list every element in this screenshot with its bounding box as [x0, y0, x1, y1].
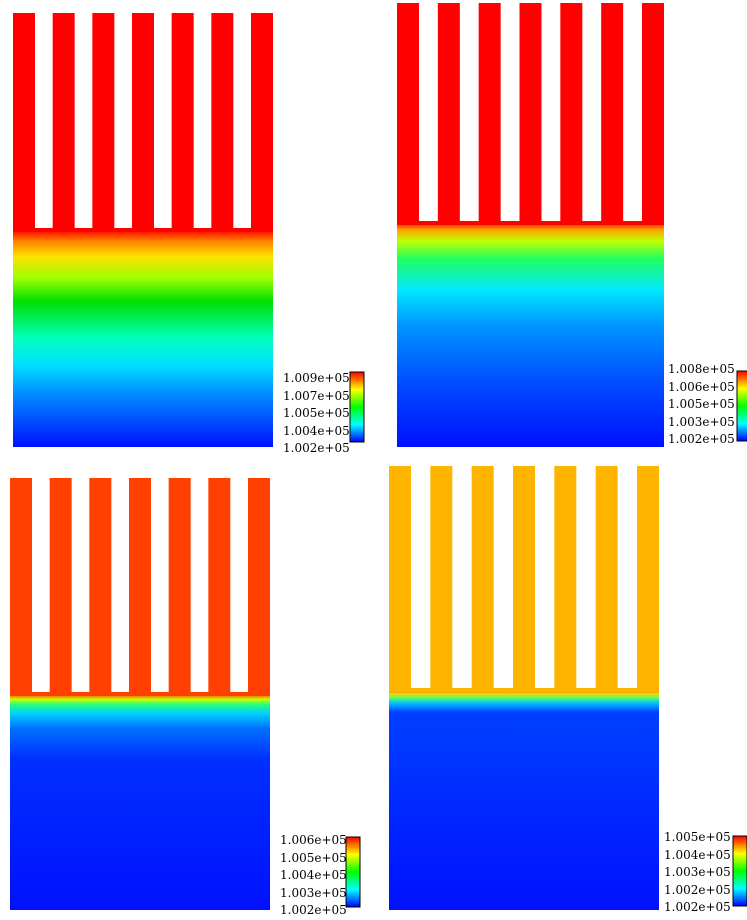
pressure-field-d	[389, 690, 659, 910]
channel-b-7	[642, 3, 664, 224]
colorbar-label: 1.002e+05	[664, 882, 731, 897]
contour-plot-a	[13, 13, 273, 447]
manifold-strip-c	[10, 692, 270, 696]
channel-c-2	[49, 478, 72, 695]
panel-c: 1.006e+05 1.005e+05 1.004e+05 1.003e+05 …	[0, 458, 373, 917]
channel-a-5	[171, 13, 194, 231]
colorbar-gradient	[732, 835, 747, 907]
channel-b-6	[601, 3, 624, 224]
pressure-field-a	[13, 230, 273, 447]
colorbar-a	[349, 371, 365, 443]
colorbar-gradient	[736, 370, 747, 442]
pressure-field-c	[10, 694, 270, 910]
panel-d: 1.005e+05 1.004e+05 1.003e+05 1.002e+05 …	[373, 458, 747, 916]
colorbar-label: 1.004e+05	[283, 423, 350, 438]
colorbar-label: 1.007e+05	[283, 388, 350, 403]
channel-a-7	[251, 13, 273, 231]
channel-b-4	[519, 3, 542, 224]
colorbar-gradient	[349, 371, 365, 443]
channel-d-3	[471, 466, 494, 691]
channel-d-4	[513, 466, 535, 691]
panel-a: 1.009e+05 1.007e+05 1.005e+05 1.004e+05 …	[0, 0, 373, 458]
colorbar-b	[736, 370, 747, 442]
colorbar-label: 1.002e+05	[668, 432, 735, 446]
colorbar-label: 1.002e+05	[280, 903, 347, 917]
channel-d-1	[389, 466, 411, 691]
colorbar-label: 1.003e+05	[668, 414, 735, 429]
manifold-strip-b	[397, 221, 664, 225]
channel-d-2	[430, 466, 453, 691]
channel-c-4	[129, 478, 151, 695]
channel-c-7	[248, 478, 270, 695]
channel-a-6	[211, 13, 234, 231]
channel-b-1	[397, 3, 419, 224]
manifold-strip-a	[13, 228, 273, 232]
colorbar-label: 1.006e+05	[668, 379, 735, 394]
channel-d-6	[595, 466, 618, 691]
channel-d-5	[554, 466, 577, 691]
channel-a-3	[92, 13, 115, 231]
contour-plot-c	[10, 478, 270, 910]
colorbar-label: 1.002e+05	[283, 441, 350, 455]
channel-b-5	[560, 3, 583, 224]
panel-b: 1.008e+05 1.006e+05 1.005e+05 1.003e+05 …	[373, 0, 747, 458]
channel-d-7	[637, 466, 659, 691]
contour-plot-b	[397, 3, 664, 447]
colorbar-label: 1.005e+05	[668, 397, 735, 411]
colorbar-c	[345, 836, 361, 908]
colorbar-label: 1.003e+05	[664, 865, 731, 879]
colorbar-label: 1.005e+05	[664, 830, 731, 844]
channel-c-6	[208, 478, 231, 695]
colorbar-labels-c: 1.006e+05 1.005e+05 1.004e+05 1.003e+05 …	[280, 832, 347, 920]
colorbar-labels-a: 1.009e+05 1.007e+05 1.005e+05 1.004e+05 …	[283, 370, 350, 458]
channel-c-3	[89, 478, 112, 695]
channel-c-1	[10, 478, 32, 695]
colorbar-label: 1.003e+05	[280, 885, 347, 900]
colorbar-label: 1.005e+05	[280, 850, 347, 865]
manifold-strip-d	[389, 688, 659, 692]
colorbar-labels-b: 1.008e+05 1.006e+05 1.005e+05 1.003e+05 …	[668, 361, 735, 449]
channel-b-3	[478, 3, 501, 224]
contour-plot-d	[389, 466, 659, 910]
channel-a-2	[52, 13, 75, 231]
colorbar-label: 1.004e+05	[280, 868, 347, 882]
pressure-field-b	[397, 223, 664, 447]
colorbar-label: 1.006e+05	[280, 833, 347, 847]
colorbar-label: 1.005e+05	[283, 406, 350, 420]
colorbar-label: 1.004e+05	[664, 847, 731, 862]
colorbar-label: 1.009e+05	[283, 371, 350, 385]
colorbar-d	[732, 835, 747, 907]
channel-a-4	[132, 13, 154, 231]
channel-b-2	[437, 3, 460, 224]
colorbar-label: 1.008e+05	[668, 362, 735, 376]
channel-c-5	[168, 478, 191, 695]
colorbar-gradient	[345, 836, 361, 908]
colorbar-label: 1.002e+05	[664, 900, 731, 914]
colorbar-labels-d: 1.005e+05 1.004e+05 1.003e+05 1.002e+05 …	[664, 829, 731, 917]
channel-a-1	[13, 13, 35, 231]
